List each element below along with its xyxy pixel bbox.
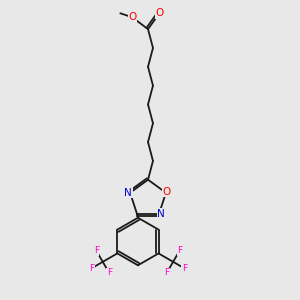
Text: F: F xyxy=(106,268,112,278)
Text: N: N xyxy=(157,209,165,219)
Text: F: F xyxy=(89,264,94,273)
Text: O: O xyxy=(128,12,136,22)
Text: F: F xyxy=(182,264,187,273)
Text: F: F xyxy=(177,246,182,255)
Text: N: N xyxy=(124,188,132,198)
Text: F: F xyxy=(164,268,169,278)
Text: F: F xyxy=(94,246,99,255)
Text: O: O xyxy=(163,187,171,197)
Text: O: O xyxy=(156,8,164,18)
